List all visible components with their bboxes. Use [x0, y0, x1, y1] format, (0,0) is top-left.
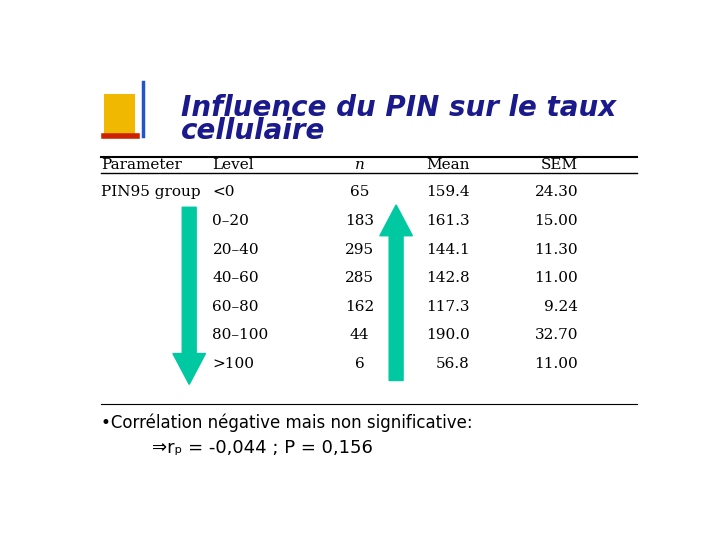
Text: 40–60: 40–60	[212, 271, 259, 285]
Text: SEM: SEM	[541, 158, 578, 172]
Text: 11.00: 11.00	[534, 356, 578, 370]
Text: 162: 162	[345, 300, 374, 314]
Text: 44: 44	[350, 328, 369, 342]
Text: 56.8: 56.8	[436, 356, 469, 370]
Text: 190.0: 190.0	[426, 328, 469, 342]
Text: 285: 285	[345, 271, 374, 285]
Text: 60–80: 60–80	[212, 300, 259, 314]
Text: Level: Level	[212, 158, 254, 172]
Text: 183: 183	[345, 214, 374, 228]
Polygon shape	[380, 205, 413, 381]
Text: >100: >100	[212, 356, 254, 370]
Polygon shape	[173, 207, 205, 384]
Text: 11.30: 11.30	[535, 242, 578, 256]
Text: 32.70: 32.70	[535, 328, 578, 342]
Text: 117.3: 117.3	[426, 300, 469, 314]
Text: 144.1: 144.1	[426, 242, 469, 256]
Text: 0–20: 0–20	[212, 214, 249, 228]
Text: 295: 295	[345, 242, 374, 256]
Text: 142.8: 142.8	[426, 271, 469, 285]
Text: Parameter: Parameter	[101, 158, 181, 172]
Text: 11.00: 11.00	[534, 271, 578, 285]
Text: 15.00: 15.00	[535, 214, 578, 228]
Text: ⇒rₚ = -0,044 ; P = 0,156: ⇒rₚ = -0,044 ; P = 0,156	[152, 439, 373, 457]
Bar	[104, 94, 135, 134]
Text: 80–100: 80–100	[212, 328, 269, 342]
Text: Influence du PIN sur le taux: Influence du PIN sur le taux	[181, 94, 616, 122]
Text: Mean: Mean	[426, 158, 469, 172]
Text: cellulaire: cellulaire	[181, 117, 326, 145]
Text: 9.24: 9.24	[544, 300, 578, 314]
Text: n: n	[355, 158, 364, 172]
Text: •Corrélation négative mais non significative:: •Corrélation négative mais non significa…	[101, 414, 472, 432]
Text: PIN95 group: PIN95 group	[101, 185, 200, 199]
Text: 65: 65	[350, 185, 369, 199]
Text: 24.30: 24.30	[535, 185, 578, 199]
Text: 161.3: 161.3	[426, 214, 469, 228]
Text: 159.4: 159.4	[426, 185, 469, 199]
Text: <0: <0	[212, 185, 235, 199]
Text: 20–40: 20–40	[212, 242, 259, 256]
Text: 6: 6	[355, 356, 364, 370]
